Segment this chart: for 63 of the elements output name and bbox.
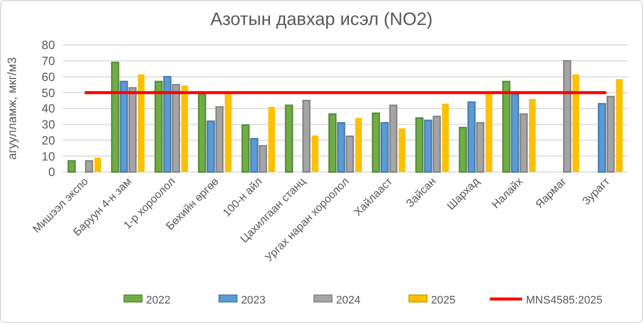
bar bbox=[432, 116, 441, 173]
chart-title: Азотын давхар исэл (NO2) bbox=[210, 9, 433, 29]
bar bbox=[250, 138, 258, 173]
y-tick-label: 0 bbox=[48, 165, 56, 180]
bar bbox=[606, 96, 615, 173]
bar bbox=[389, 104, 398, 173]
bar bbox=[355, 118, 362, 172]
bar bbox=[241, 124, 250, 173]
bar bbox=[467, 101, 476, 173]
bar bbox=[572, 74, 580, 172]
bar bbox=[616, 79, 623, 172]
bar bbox=[84, 160, 94, 173]
bar bbox=[68, 160, 76, 173]
y-tick-label: 20 bbox=[42, 133, 56, 148]
bar bbox=[346, 136, 354, 173]
y-tick-label: 30 bbox=[42, 118, 56, 132]
bar bbox=[476, 122, 484, 173]
bar bbox=[458, 126, 467, 173]
bar bbox=[415, 117, 424, 173]
y-tick-label: 60 bbox=[42, 70, 56, 84]
bar bbox=[337, 122, 346, 173]
bar bbox=[372, 112, 380, 173]
legend-label: 2022 bbox=[146, 294, 170, 306]
bar bbox=[424, 120, 432, 173]
bar bbox=[398, 128, 406, 172]
bar bbox=[268, 106, 275, 172]
bar bbox=[163, 76, 172, 173]
bar bbox=[154, 80, 163, 173]
bar bbox=[224, 91, 232, 172]
bar bbox=[529, 98, 536, 172]
bar bbox=[181, 85, 188, 172]
bar bbox=[138, 74, 145, 172]
bar bbox=[258, 145, 268, 173]
legend-label: 2024 bbox=[336, 294, 360, 306]
legend-label: MNS4585:2025 bbox=[526, 294, 602, 306]
bar bbox=[111, 62, 120, 173]
bar bbox=[215, 106, 224, 173]
bar bbox=[120, 80, 128, 173]
bar bbox=[442, 104, 449, 172]
y-tick-label: 70 bbox=[42, 54, 56, 68]
bar bbox=[128, 87, 137, 173]
bar bbox=[502, 80, 510, 173]
bar bbox=[328, 113, 337, 173]
bar bbox=[563, 60, 572, 173]
y-tick-label: 50 bbox=[42, 86, 56, 100]
bar bbox=[172, 84, 180, 173]
bar bbox=[302, 100, 310, 173]
bar bbox=[284, 104, 294, 173]
bar bbox=[94, 158, 102, 172]
y-tick-label: 10 bbox=[42, 149, 56, 164]
bar bbox=[312, 135, 318, 172]
legend-label: 2025 bbox=[431, 294, 456, 306]
bar bbox=[206, 120, 215, 173]
bar bbox=[520, 113, 528, 173]
bar bbox=[510, 93, 520, 173]
y-axis-title: агуулламж, мкг/м3 bbox=[5, 56, 19, 160]
y-tick-label: 40 bbox=[42, 102, 56, 116]
bar bbox=[598, 102, 606, 173]
legend-label: 2023 bbox=[241, 294, 266, 306]
bar bbox=[486, 93, 492, 172]
bar bbox=[198, 93, 206, 173]
y-tick-label: 80 bbox=[42, 38, 56, 52]
bar bbox=[380, 122, 389, 173]
